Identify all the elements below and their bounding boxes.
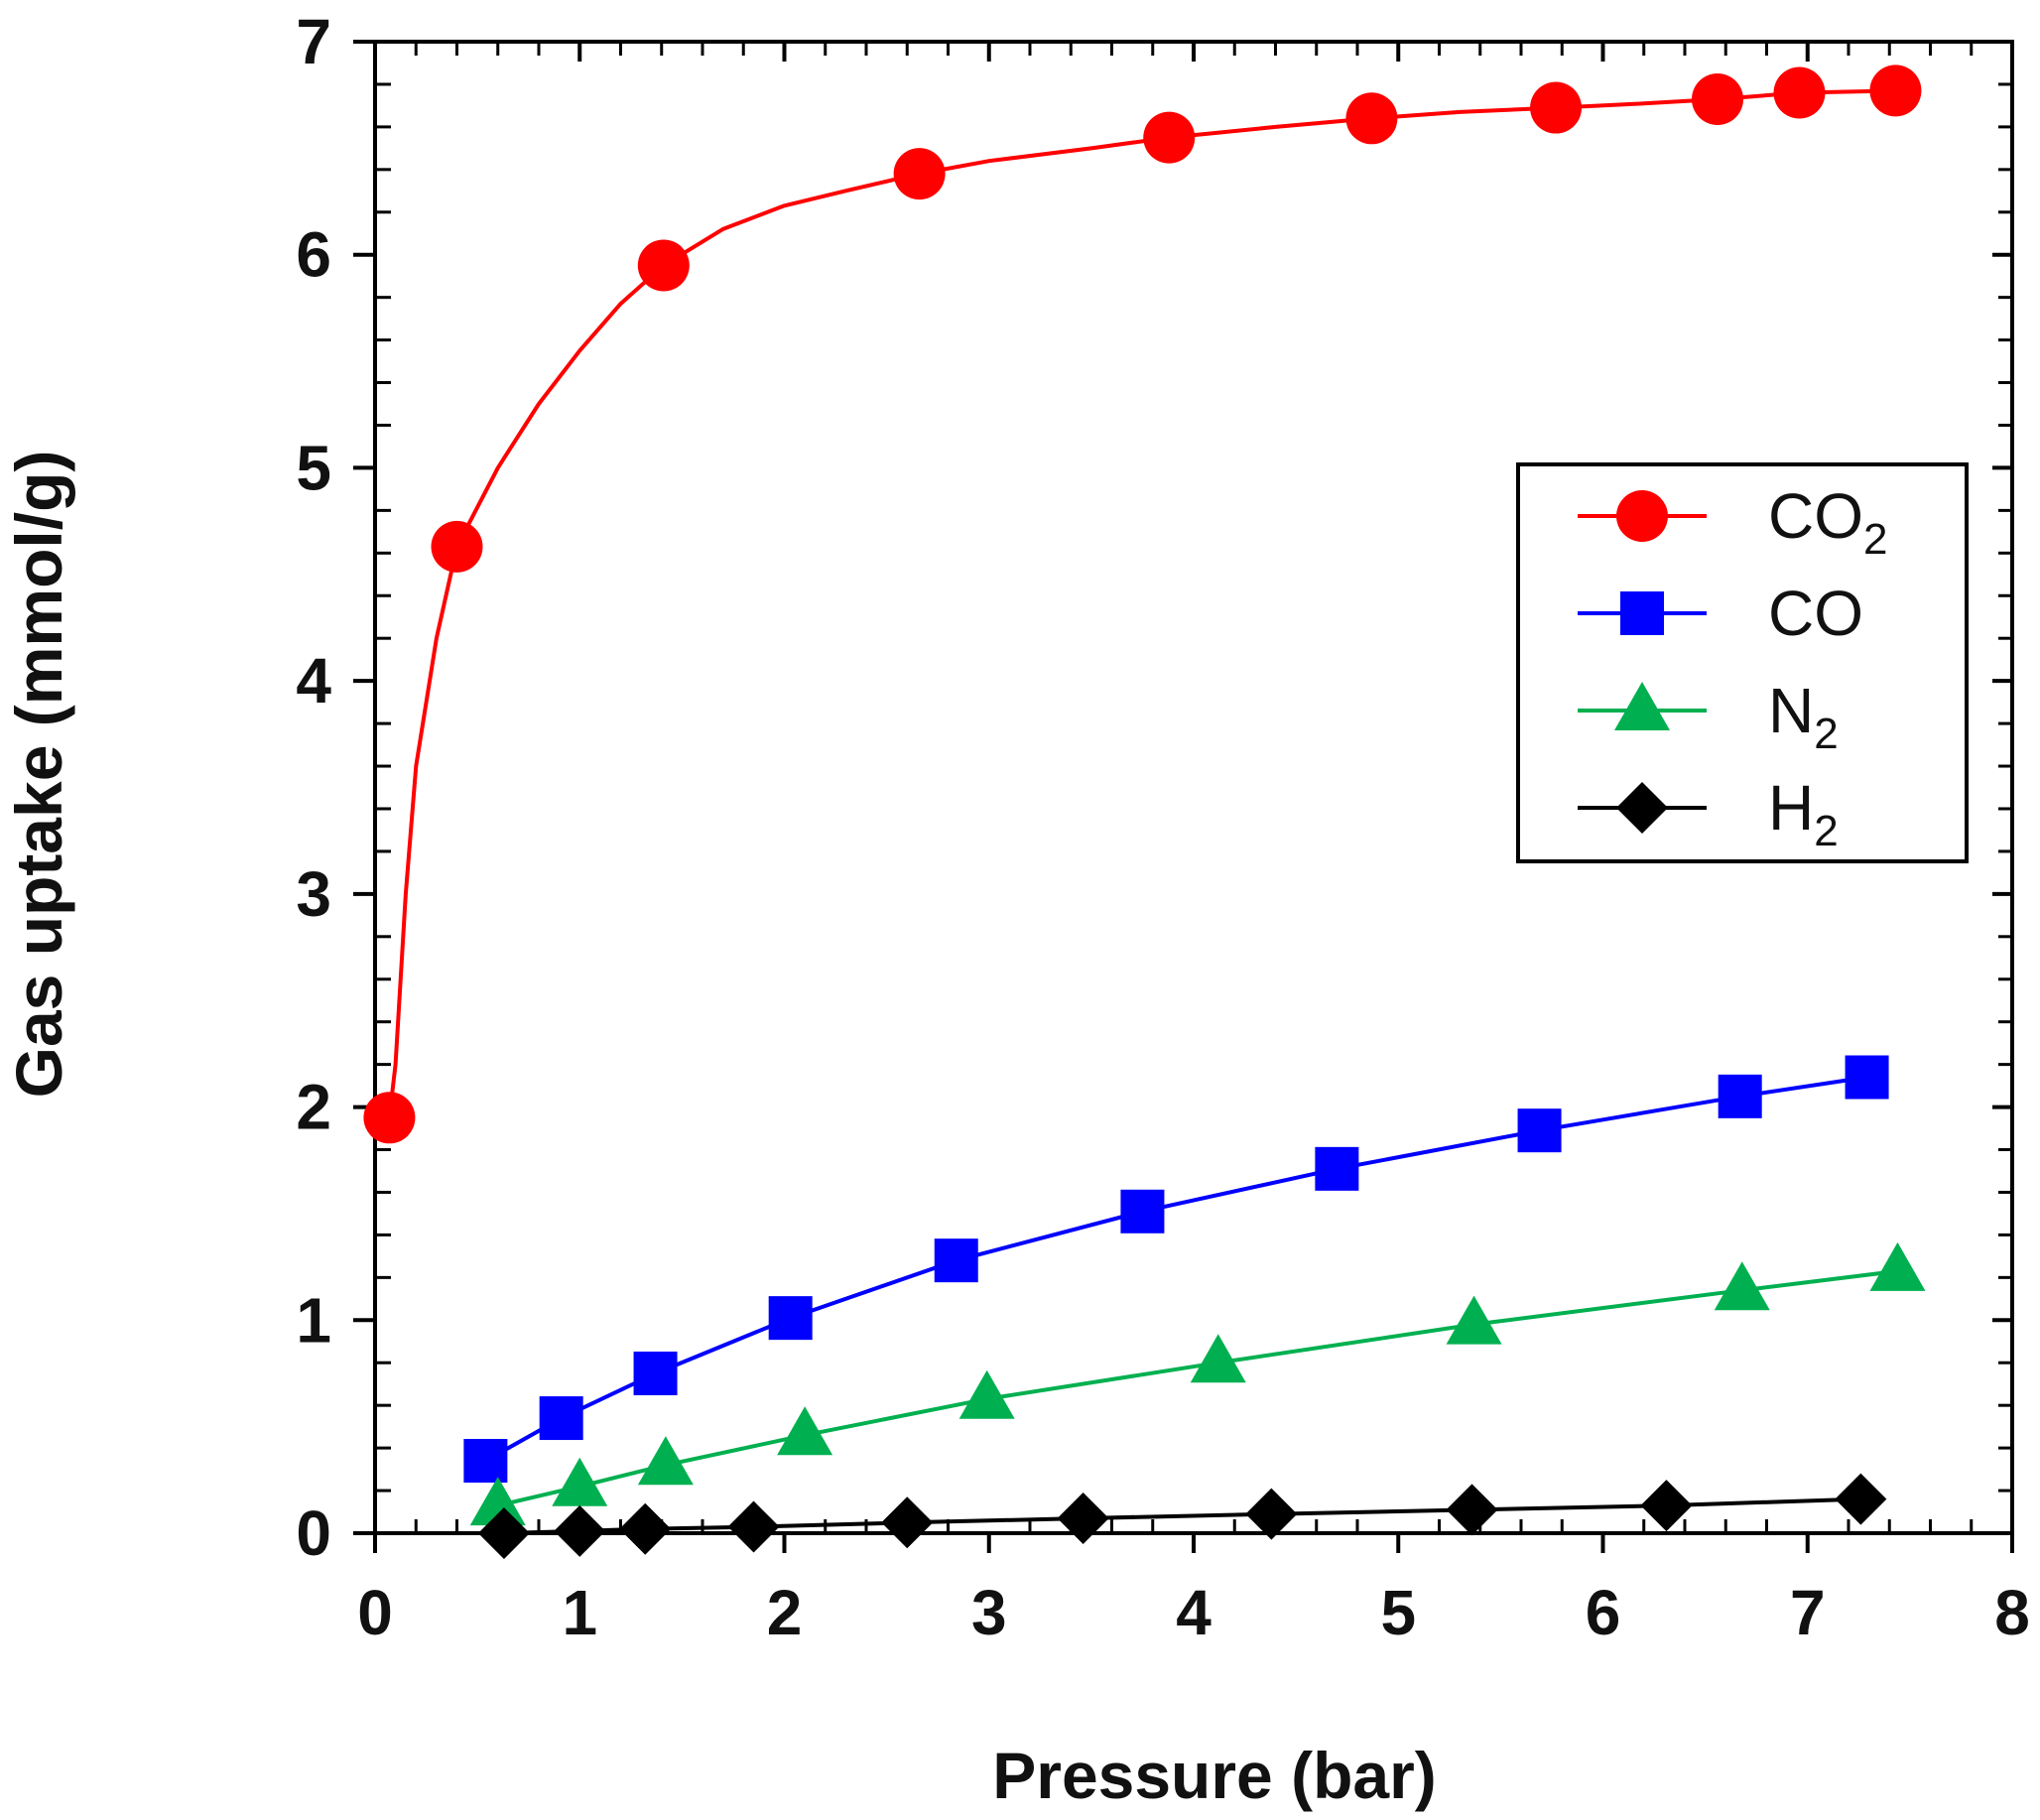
data-point-n2	[777, 1406, 833, 1456]
data-point-co2	[1869, 65, 1922, 117]
data-point-co2	[1143, 111, 1196, 164]
data-point-n2	[1869, 1241, 1926, 1291]
y-tick-label: 5	[296, 432, 331, 503]
data-point-h2	[477, 1507, 530, 1559]
legend-subscript-n2: 2	[1814, 710, 1838, 758]
data-point-co2	[893, 148, 946, 200]
data-point-co	[1517, 1108, 1562, 1153]
data-point-co	[768, 1296, 813, 1341]
data-point-co	[1315, 1146, 1359, 1191]
x-tick-label: 1	[562, 1577, 597, 1648]
data-point-n2	[958, 1369, 1015, 1419]
data-point-h2	[619, 1502, 672, 1555]
y-tick-label: 6	[296, 219, 331, 291]
data-point-co	[934, 1238, 978, 1283]
data-point-co2	[363, 1092, 416, 1144]
data-point-n2	[1190, 1334, 1246, 1383]
y-axis-title: Gas uptake (mmol/g)	[2, 451, 75, 1099]
data-point-h2	[1446, 1484, 1498, 1536]
series-line-co	[484, 1075, 1867, 1463]
data-point-n2	[552, 1457, 608, 1506]
series-line-h2	[503, 1496, 1861, 1535]
legend-marker-co2	[1616, 490, 1668, 542]
data-point-co2	[431, 520, 483, 573]
data-point-co2	[1692, 72, 1743, 125]
series-co	[463, 1055, 1889, 1483]
y-tick-label: 0	[296, 1497, 331, 1569]
x-tick-label: 3	[971, 1577, 1007, 1648]
data-point-co	[463, 1438, 508, 1483]
data-point-co	[633, 1351, 678, 1395]
legend-marker-h2	[1616, 782, 1668, 834]
data-point-h2	[1640, 1480, 1693, 1532]
data-point-co2	[637, 239, 690, 292]
data-point-n2	[469, 1477, 526, 1526]
data-point-co2	[1773, 66, 1826, 119]
x-axis-title: Pressure (bar)	[992, 1739, 1437, 1812]
y-tick-label: 4	[296, 645, 331, 716]
y-tick-label: 7	[296, 6, 331, 77]
x-tick-label: 4	[1176, 1577, 1211, 1648]
data-point-h2	[1245, 1488, 1298, 1540]
series-h2	[477, 1473, 1887, 1559]
x-tick-label: 5	[1380, 1577, 1416, 1648]
data-point-n2	[1446, 1295, 1502, 1345]
x-tick-label: 7	[1790, 1577, 1826, 1648]
legend-box	[1516, 462, 1969, 863]
series-line-n2	[497, 1268, 1898, 1508]
y-tick-label: 3	[296, 858, 331, 930]
y-tick-label: 2	[296, 1072, 331, 1143]
x-tick-label: 2	[767, 1577, 803, 1648]
legend-subscript-co2: 2	[1863, 515, 1887, 564]
x-tick-label: 8	[1994, 1577, 2030, 1648]
data-point-co	[1120, 1189, 1165, 1234]
series-co2	[363, 65, 1922, 1144]
y-tick-label: 1	[296, 1284, 331, 1356]
data-point-n2	[1714, 1261, 1770, 1311]
data-point-co	[1845, 1055, 1889, 1100]
legend-marker-co	[1620, 591, 1664, 635]
data-point-co2	[1345, 92, 1398, 145]
x-tick-label: 6	[1586, 1577, 1621, 1648]
data-point-h2	[881, 1496, 934, 1549]
legend-marker-n2	[1614, 682, 1670, 730]
legend-label-co: CO	[1768, 578, 1863, 649]
data-point-h2	[1835, 1473, 1887, 1525]
data-point-co	[539, 1396, 583, 1441]
legend-item-co: CO	[1578, 578, 1863, 649]
legend-subscript-h2: 2	[1814, 807, 1838, 855]
series-n2	[469, 1241, 1926, 1526]
data-point-co2	[1530, 81, 1583, 134]
data-point-h2	[554, 1504, 606, 1557]
x-tick-label: 0	[357, 1577, 393, 1648]
data-point-n2	[637, 1436, 694, 1486]
data-point-h2	[727, 1500, 780, 1553]
data-point-h2	[1057, 1492, 1109, 1544]
data-point-co	[1718, 1074, 1762, 1118]
